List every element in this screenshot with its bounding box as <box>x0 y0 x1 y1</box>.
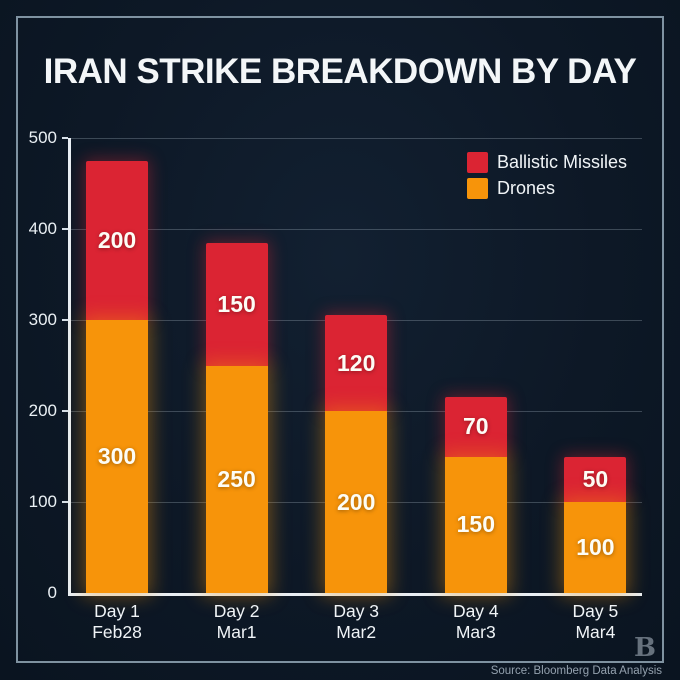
drones-segment: 250 <box>205 365 268 593</box>
x-axis-category-label-2: Day 2 Mar1 <box>172 601 302 643</box>
missiles-segment: 150 <box>205 242 268 366</box>
missiles-value-label: 70 <box>463 413 489 440</box>
y-axis-tick-label-400: 400 <box>28 219 57 238</box>
drones-value-label: 250 <box>217 465 256 492</box>
y-tick-mark-500 <box>62 137 68 139</box>
category-date-label: Mar4 <box>575 622 616 642</box>
chart-plot: Ballistic Missiles Drones 0 100 200 300 400 5… <box>29 128 642 642</box>
legend-label-drones: Drones <box>497 178 556 198</box>
drones-value-label: 100 <box>576 534 615 560</box>
category-day-label: Day 3 <box>333 601 380 621</box>
drones-value-label: 300 <box>97 443 137 469</box>
x-axis-category-label-4: Day 4 Mar3 <box>411 601 541 643</box>
drones-value-label: 200 <box>337 488 376 515</box>
y-tick-mark-400 <box>62 228 68 230</box>
bar-day-4: 70 150 <box>444 397 507 593</box>
y-axis-line <box>68 138 71 596</box>
y-axis-tick-label-200: 200 <box>28 401 57 420</box>
missiles-segment: 70 <box>444 397 507 457</box>
y-axis-tick-label-500: 500 <box>28 128 57 147</box>
missiles-value-label: 150 <box>217 290 256 317</box>
category-day-label: Day 5 <box>572 601 619 621</box>
y-axis-tick-label-300: 300 <box>28 310 57 329</box>
category-date-label: Mar3 <box>455 622 496 642</box>
bar-day-1: 200 300 <box>86 160 148 593</box>
x-axis-line <box>68 593 642 596</box>
legend-item-drones: Drones <box>467 178 627 199</box>
x-axis-category-label-5: Day 5 Mar4 <box>530 601 660 643</box>
drones-segment: 100 <box>564 502 627 593</box>
x-axis-category-label-3: Day 3 Mar2 <box>291 601 421 643</box>
legend-swatch-missiles-icon <box>467 152 488 173</box>
category-date-label: Mar2 <box>336 622 377 642</box>
category-day-label: Day 4 <box>452 601 499 621</box>
bar-day-3: 120 200 <box>325 315 388 593</box>
drones-value-label: 150 <box>456 511 495 538</box>
page-title: IRAN STRIKE BREAKDOWN BY DAY <box>43 52 637 91</box>
y-tick-mark-100 <box>62 501 68 503</box>
bloomberg-logo: B <box>634 633 656 663</box>
category-day-label: Day 1 <box>94 601 140 621</box>
drones-segment: 300 <box>86 320 148 593</box>
category-day-label: Day 2 <box>213 601 260 621</box>
bar-day-2: 150 250 <box>205 242 268 593</box>
y-axis-tick-label-0: 0 <box>47 583 57 602</box>
category-date-label: Feb28 <box>92 622 142 642</box>
chart-legend: Ballistic Missiles Drones <box>467 152 627 199</box>
missiles-value-label: 200 <box>97 226 137 253</box>
drones-segment: 150 <box>444 456 507 593</box>
y-axis-tick-label-100: 100 <box>28 492 57 511</box>
missiles-value-label: 120 <box>337 349 376 376</box>
missiles-value-label: 50 <box>582 465 609 492</box>
missiles-segment: 200 <box>86 160 148 320</box>
gridline-500 <box>71 137 642 139</box>
legend-swatch-drones-icon <box>467 178 488 199</box>
missiles-segment: 120 <box>325 315 388 411</box>
bar-day-5: 50 100 <box>564 456 627 593</box>
category-date-label: Mar1 <box>216 622 257 642</box>
legend-item-ballistic-missiles: Ballistic Missiles <box>467 152 627 173</box>
y-tick-mark-200 <box>62 410 68 412</box>
missiles-segment: 50 <box>564 456 627 502</box>
source-credit: Source: Bloomberg Data Analysis <box>490 665 662 677</box>
x-axis-category-label-1: Day 1 Feb28 <box>52 601 182 643</box>
gridline-400 <box>71 228 642 230</box>
legend-label-missiles: Ballistic Missiles <box>497 152 628 172</box>
drones-segment: 200 <box>325 411 388 593</box>
y-tick-mark-300 <box>62 319 68 321</box>
